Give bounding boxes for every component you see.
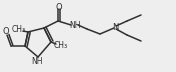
Text: NH: NH: [69, 21, 81, 30]
Text: CH₃: CH₃: [12, 25, 26, 34]
Text: CH₃: CH₃: [54, 40, 68, 50]
Text: O: O: [3, 28, 9, 37]
Text: N: N: [112, 22, 118, 32]
Text: O: O: [56, 3, 62, 12]
Text: NH: NH: [31, 58, 43, 67]
